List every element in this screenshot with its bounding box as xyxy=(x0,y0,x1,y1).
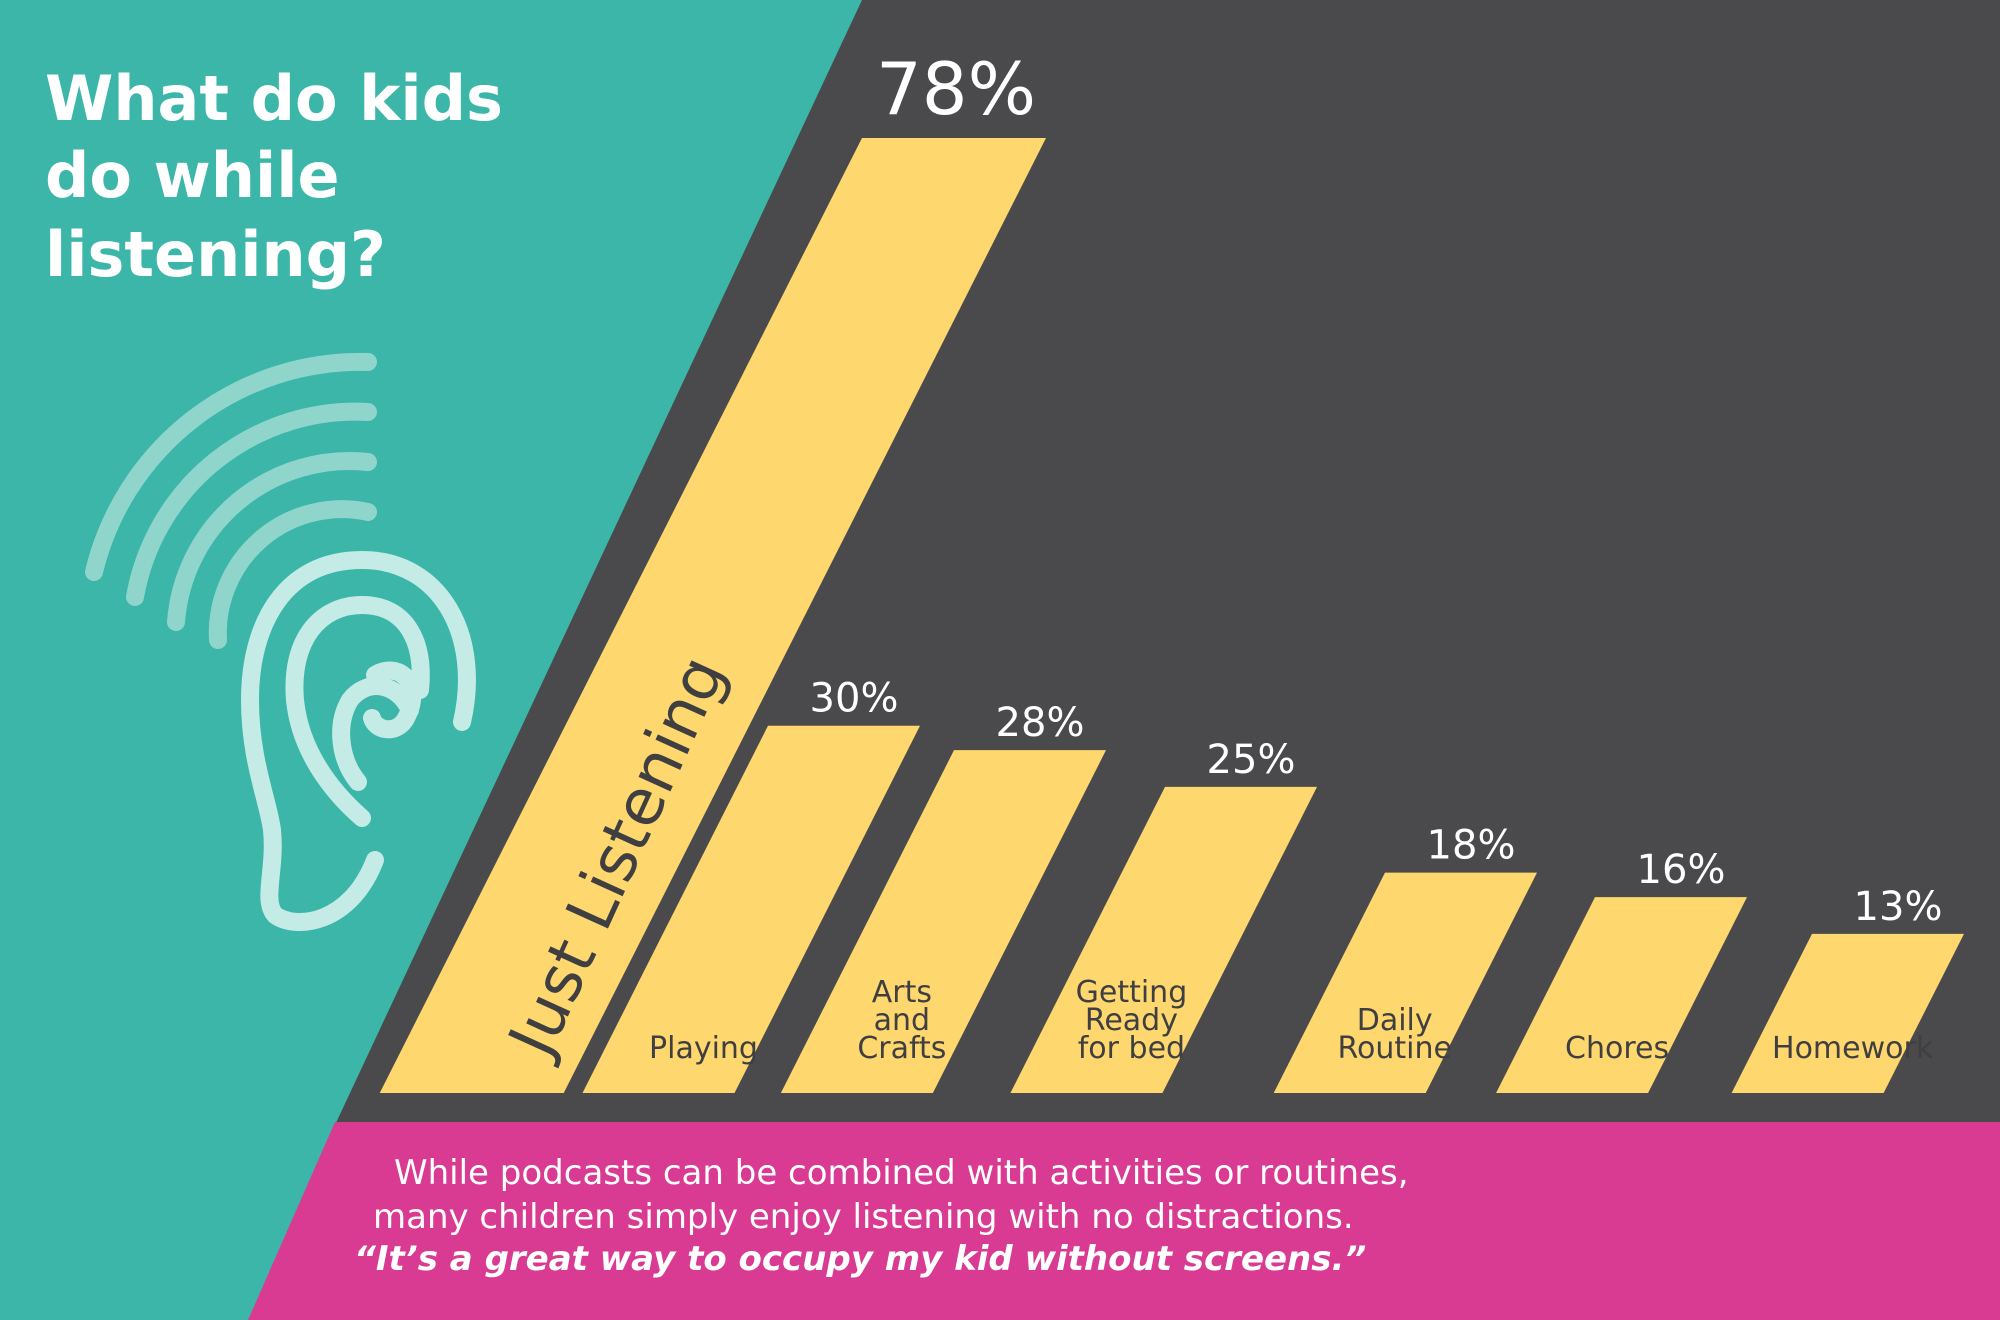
pink-footer-band xyxy=(248,1122,2000,1320)
category-label-5-line-2: Routine xyxy=(1337,1031,1451,1066)
category-label-4-line-1: Getting xyxy=(1076,975,1188,1010)
category-label-4-line-2: Ready xyxy=(1085,1003,1178,1038)
page-title-line-1: What do kids xyxy=(45,62,503,135)
value-label-5: 18% xyxy=(1427,823,1516,869)
value-label-2: 30% xyxy=(810,676,899,722)
category-label-6-line-1: Chores xyxy=(1565,1031,1669,1066)
category-label-5-line-1: Daily xyxy=(1357,1003,1433,1038)
bar-3 xyxy=(780,750,1106,1093)
bar-6 xyxy=(1496,897,1747,1093)
value-label-1: 78% xyxy=(876,47,1036,131)
value-label-6: 16% xyxy=(1637,847,1726,893)
bar-5 xyxy=(1273,872,1537,1093)
bar-7 xyxy=(1731,933,1964,1093)
category-label-3-line-2: and xyxy=(874,1003,930,1038)
category-label-4-line-3: for bed xyxy=(1078,1031,1185,1066)
category-label-2-line-1: Playing xyxy=(649,1031,758,1066)
category-label-7-line-1: Homework xyxy=(1772,1031,1934,1066)
page-title-line-3: listening? xyxy=(45,218,386,291)
page-title-line-2: do while xyxy=(45,139,340,212)
ear-sound-waves-icon xyxy=(85,352,476,931)
footer-line-2: many children simply enjoy listening wit… xyxy=(373,1197,1354,1237)
bar-1 xyxy=(379,138,1047,1093)
category-label-3-line-3: Crafts xyxy=(857,1031,946,1066)
bar-4 xyxy=(1010,786,1317,1093)
value-label-4: 25% xyxy=(1207,737,1296,783)
value-label-7: 13% xyxy=(1854,884,1943,930)
footer-quote: “It’s a great way to occupy my kid witho… xyxy=(354,1239,1366,1279)
value-label-3: 28% xyxy=(996,700,1085,746)
category-label-3-line-1: Arts xyxy=(872,975,932,1010)
footer-line-1: While podcasts can be combined with acti… xyxy=(394,1153,1409,1193)
bar-2 xyxy=(582,725,920,1093)
